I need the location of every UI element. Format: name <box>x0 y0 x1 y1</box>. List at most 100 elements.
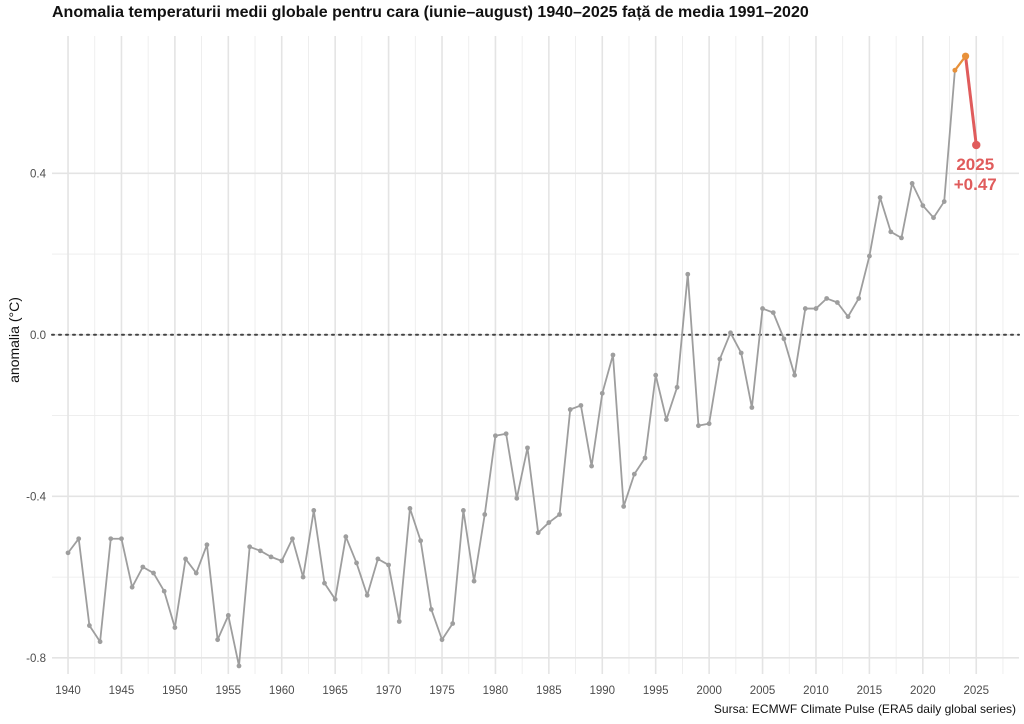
data-point <box>610 352 616 358</box>
data-point <box>824 296 830 301</box>
data-point <box>108 536 114 542</box>
data-point <box>514 495 520 501</box>
data-point <box>428 606 434 612</box>
x-tick-label: 2010 <box>803 685 829 697</box>
chart-title: Anomalia temperaturii medii globale pent… <box>52 4 809 21</box>
data-point <box>183 556 188 562</box>
data-point <box>728 330 733 336</box>
data-point <box>257 548 263 554</box>
x-tick-label: 2025 <box>963 685 989 697</box>
data-point <box>888 229 894 235</box>
x-tick-label: 2005 <box>750 685 776 697</box>
data-point <box>311 508 317 513</box>
x-tick-label: 1945 <box>109 685 135 697</box>
data-point <box>161 588 167 594</box>
data-point <box>535 530 541 536</box>
data-point <box>322 580 327 586</box>
data-point <box>86 623 92 628</box>
x-tick-label: 1980 <box>483 685 509 697</box>
series-line <box>67 55 967 667</box>
data-point <box>834 300 840 305</box>
data-point <box>343 534 349 540</box>
data-point <box>567 407 573 412</box>
data-point <box>770 310 776 316</box>
data-point <box>931 215 936 221</box>
data-point <box>493 433 498 439</box>
data-point <box>375 556 381 562</box>
data-point <box>290 536 295 542</box>
data-point <box>471 578 477 584</box>
data-point <box>674 384 680 390</box>
data-point <box>193 570 199 576</box>
y-tick-label: 0.4 <box>30 168 47 180</box>
data-point-2024 <box>961 52 970 60</box>
data-point <box>546 520 552 525</box>
data-point <box>268 554 274 560</box>
data-point <box>525 445 530 451</box>
data-point <box>76 536 82 542</box>
data-point <box>172 625 178 630</box>
data-point <box>300 574 306 580</box>
data-point <box>717 356 723 362</box>
data-point <box>418 538 424 544</box>
annotation-value-label: +0.47 <box>954 175 997 194</box>
x-tick-labels: 1940 1945 1950 1955 1960 1965 1970 1975 1980 1985… <box>55 685 989 697</box>
data-point <box>813 306 819 311</box>
data-point-2023 <box>952 67 958 73</box>
x-tick-label: 1955 <box>216 685 242 697</box>
x-tick-label: 2000 <box>696 685 722 697</box>
data-point <box>215 637 221 643</box>
data-point <box>396 619 402 624</box>
data-point <box>867 253 872 259</box>
data-point <box>877 195 883 200</box>
x-tick-label: 1975 <box>429 685 455 697</box>
data-point <box>749 405 755 410</box>
data-point <box>439 637 445 643</box>
data-point <box>247 544 253 550</box>
y-tick-labels: -0.8 -0.4 0.0 0.4 <box>26 168 46 665</box>
data-point <box>760 306 765 311</box>
grid-layer <box>52 36 1019 674</box>
data-point <box>279 558 285 564</box>
series-layer <box>65 55 967 669</box>
data-point <box>781 336 787 342</box>
data-point <box>407 506 413 511</box>
data-point <box>119 536 124 542</box>
data-point <box>642 455 648 461</box>
x-tick-label: 1940 <box>55 685 81 697</box>
x-tick-label: 1960 <box>269 685 295 697</box>
x-tick-label: 1950 <box>162 685 188 697</box>
data-point <box>653 372 659 378</box>
annotation-year-label: 2025 <box>956 155 994 174</box>
x-tick-label: 1965 <box>322 685 348 697</box>
data-point <box>236 663 242 669</box>
data-point <box>856 296 862 301</box>
x-tick-label: 1985 <box>536 685 562 697</box>
data-point <box>663 417 669 423</box>
data-point <box>599 390 605 396</box>
data-point <box>151 570 156 576</box>
y-tick-label: 0.0 <box>30 330 46 342</box>
data-point <box>578 403 584 408</box>
data-point <box>65 550 71 556</box>
data-point <box>460 508 466 513</box>
data-point <box>738 350 744 356</box>
data-point <box>920 203 926 208</box>
data-point <box>941 199 947 204</box>
data-point <box>204 542 210 548</box>
data-point <box>557 512 562 517</box>
x-tick-label: 2020 <box>910 685 936 697</box>
data-point <box>354 560 359 566</box>
source-caption: Sursa: ECMWF Climate Pulse (ERA5 daily g… <box>713 702 1016 716</box>
highlight-layer <box>952 52 981 150</box>
data-point <box>364 592 370 598</box>
data-point <box>685 271 691 277</box>
y-tick-label: -0.4 <box>26 491 46 503</box>
data-point <box>386 562 391 568</box>
data-point <box>706 421 712 427</box>
data-point <box>792 372 798 378</box>
data-point <box>225 613 231 618</box>
segment-2024-2025 <box>964 56 978 146</box>
data-point <box>621 504 627 509</box>
